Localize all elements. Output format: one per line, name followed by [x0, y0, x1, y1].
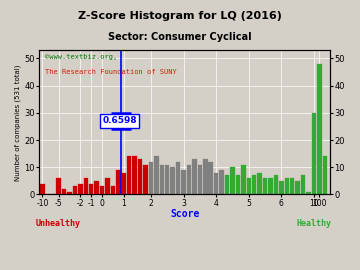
- Bar: [122, 173, 126, 194]
- Bar: [203, 159, 207, 194]
- Bar: [317, 64, 321, 194]
- Bar: [159, 164, 164, 194]
- Bar: [192, 159, 197, 194]
- Bar: [263, 178, 267, 194]
- Text: The Research Foundation of SUNY: The Research Foundation of SUNY: [45, 69, 177, 75]
- Text: Unhealthy: Unhealthy: [36, 219, 81, 228]
- Bar: [84, 178, 88, 194]
- Bar: [236, 176, 240, 194]
- Bar: [252, 176, 256, 194]
- Bar: [176, 162, 180, 194]
- Bar: [143, 164, 148, 194]
- Bar: [306, 192, 311, 194]
- Bar: [219, 170, 224, 194]
- Bar: [257, 173, 262, 194]
- Bar: [301, 176, 305, 194]
- Bar: [290, 178, 294, 194]
- Text: ©www.textbiz.org,: ©www.textbiz.org,: [45, 55, 117, 60]
- Bar: [279, 181, 284, 194]
- Bar: [241, 164, 246, 194]
- Text: Healthy: Healthy: [296, 219, 332, 228]
- Bar: [165, 164, 170, 194]
- Bar: [225, 176, 229, 194]
- Bar: [138, 159, 142, 194]
- Bar: [247, 178, 251, 194]
- Text: Z-Score Histogram for LQ (2016): Z-Score Histogram for LQ (2016): [78, 11, 282, 21]
- Bar: [116, 170, 121, 194]
- Bar: [100, 186, 104, 194]
- X-axis label: Score: Score: [170, 209, 199, 219]
- Bar: [105, 178, 110, 194]
- Bar: [62, 189, 66, 194]
- Bar: [40, 184, 45, 194]
- Bar: [323, 156, 327, 194]
- Text: Sector: Consumer Cyclical: Sector: Consumer Cyclical: [108, 32, 252, 42]
- Bar: [67, 192, 72, 194]
- Bar: [111, 186, 115, 194]
- Bar: [208, 162, 213, 194]
- Bar: [198, 164, 202, 194]
- Bar: [268, 178, 273, 194]
- Bar: [57, 178, 61, 194]
- Bar: [171, 167, 175, 194]
- Bar: [312, 113, 316, 194]
- Bar: [127, 156, 131, 194]
- Bar: [154, 156, 159, 194]
- Bar: [132, 156, 137, 194]
- Bar: [149, 162, 153, 194]
- Bar: [214, 173, 219, 194]
- Bar: [230, 167, 235, 194]
- Bar: [73, 186, 77, 194]
- Y-axis label: Number of companies (531 total): Number of companies (531 total): [15, 64, 22, 181]
- Bar: [284, 178, 289, 194]
- Bar: [274, 176, 278, 194]
- Bar: [78, 184, 82, 194]
- Bar: [296, 181, 300, 194]
- Bar: [94, 181, 99, 194]
- Text: 0.6598: 0.6598: [102, 116, 137, 126]
- Bar: [187, 164, 191, 194]
- Bar: [181, 170, 186, 194]
- Bar: [89, 184, 94, 194]
